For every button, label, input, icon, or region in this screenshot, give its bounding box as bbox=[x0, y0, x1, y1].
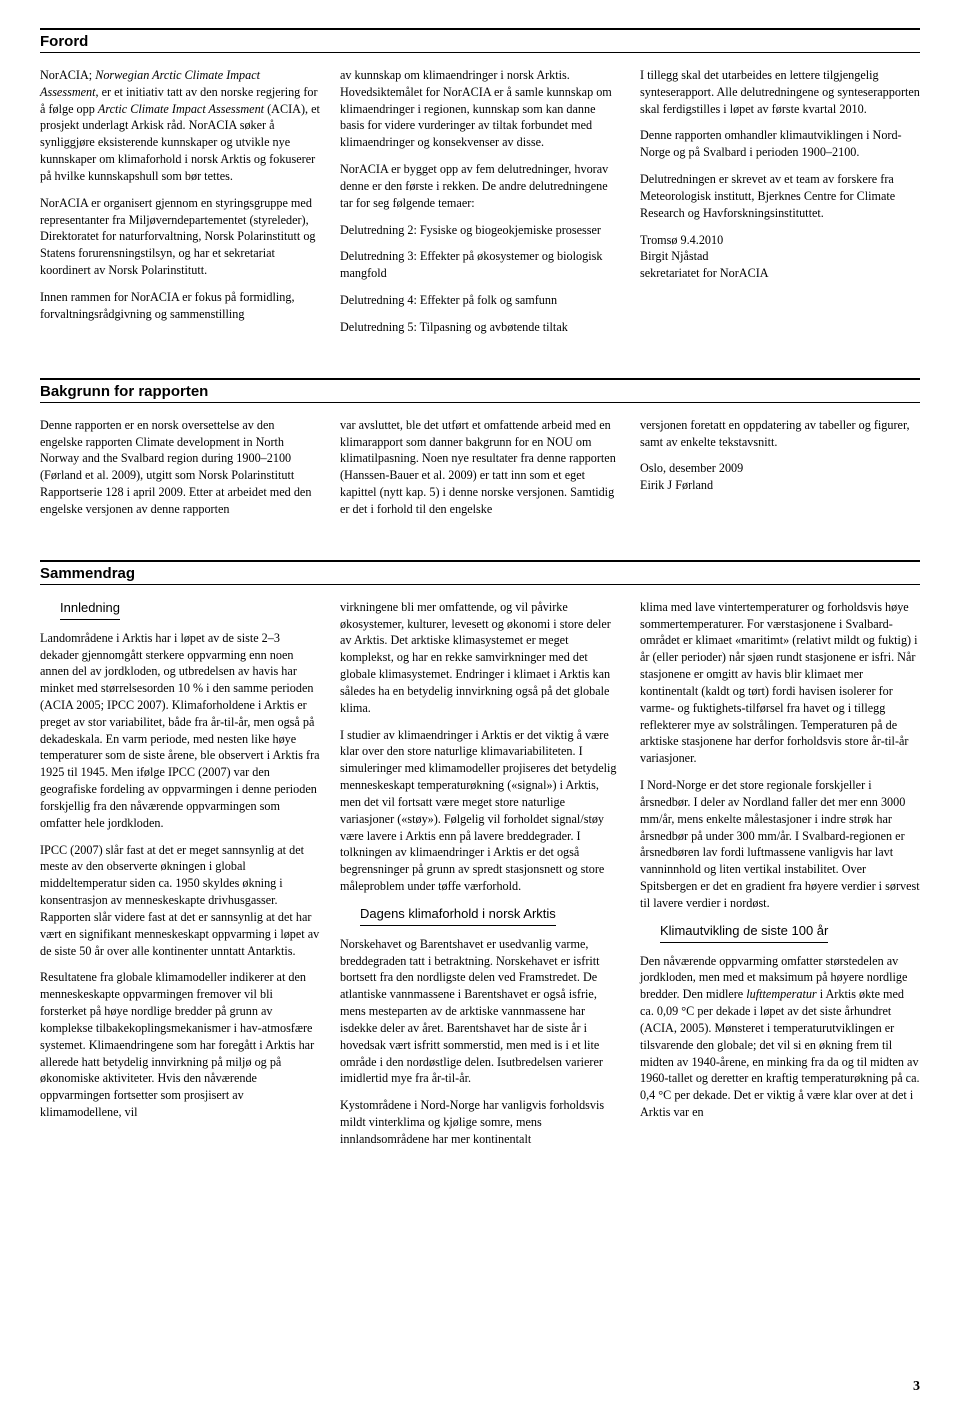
subsection-title-dagens: Dagens klimaforhold i norsk Arktis bbox=[360, 905, 556, 926]
paragraph: NorACIA; Norwegian Arctic Climate Impact… bbox=[40, 67, 320, 185]
paragraph: Norskehavet og Barentshavet er usedvanli… bbox=[340, 936, 620, 1087]
forord-col3: I tillegg skal det utarbeides en lettere… bbox=[640, 67, 920, 346]
paragraph: Delutredning 2: Fysiske og biogeokjemisk… bbox=[340, 222, 620, 239]
paragraph: I Nord-Norge er det store regionale fors… bbox=[640, 777, 920, 912]
signature-name: Birgit Njåstad bbox=[640, 248, 920, 264]
bakgrunn-col1: Denne rapporten er en norsk oversettelse… bbox=[40, 417, 320, 528]
signature-date: Tromsø 9.4.2010 bbox=[640, 232, 920, 248]
paragraph: NorACIA er organisert gjennom en styring… bbox=[40, 195, 320, 279]
paragraph: virkningene bli mer omfattende, og vil p… bbox=[340, 599, 620, 717]
signature-block: Oslo, desember 2009 Eirik J Førland bbox=[640, 460, 920, 493]
paragraph: Denne rapporten omhandler klimautvikling… bbox=[640, 127, 920, 161]
sammendrag-col3: klima med lave vintertemperaturer og for… bbox=[640, 599, 920, 1158]
section-title-forord: Forord bbox=[40, 28, 920, 53]
paragraph: Delutredning 5: Tilpasning og avbøtende … bbox=[340, 319, 620, 336]
sammendrag-columns: Innledning Landområdene i Arktis har i l… bbox=[40, 599, 920, 1158]
section-title-bakgrunn: Bakgrunn for rapporten bbox=[40, 378, 920, 403]
paragraph: klima med lave vintertemperaturer og for… bbox=[640, 599, 920, 767]
bakgrunn-col3: versjonen foretatt en oppdatering av tab… bbox=[640, 417, 920, 528]
paragraph: Delutredning 3: Effekter på økosystemer … bbox=[340, 248, 620, 282]
signature-date: Oslo, desember 2009 bbox=[640, 460, 920, 476]
signature-role: sekretariatet for NorACIA bbox=[640, 265, 920, 281]
paragraph: Delutredningen er skrevet av et team av … bbox=[640, 171, 920, 221]
paragraph: I tillegg skal det utarbeides en lettere… bbox=[640, 67, 920, 117]
paragraph: I studier av klimaendringer i Arktis er … bbox=[340, 727, 620, 895]
signature-name: Eirik J Førland bbox=[640, 477, 920, 493]
paragraph: versjonen foretatt en oppdatering av tab… bbox=[640, 417, 920, 451]
paragraph: Den nåværende oppvarming omfatter størst… bbox=[640, 953, 920, 1121]
forord-col2: av kunnskap om klimaendringer i norsk Ar… bbox=[340, 67, 620, 346]
subsection-title-innledning: Innledning bbox=[60, 599, 120, 620]
sammendrag-col2: virkningene bli mer omfattende, og vil p… bbox=[340, 599, 620, 1158]
paragraph: Kystområdene i Nord-Norge har vanligvis … bbox=[340, 1097, 620, 1147]
section-title-sammendrag: Sammendrag bbox=[40, 560, 920, 585]
signature-block: Tromsø 9.4.2010 Birgit Njåstad sekretari… bbox=[640, 232, 920, 281]
sammendrag-col1: Innledning Landområdene i Arktis har i l… bbox=[40, 599, 320, 1158]
paragraph: IPCC (2007) slår fast at det er meget sa… bbox=[40, 842, 320, 960]
forord-columns: NorACIA; Norwegian Arctic Climate Impact… bbox=[40, 67, 920, 346]
paragraph: NorACIA er bygget opp av fem delutrednin… bbox=[340, 161, 620, 211]
forord-col1: NorACIA; Norwegian Arctic Climate Impact… bbox=[40, 67, 320, 346]
paragraph: Landområdene i Arktis har i løpet av de … bbox=[40, 630, 320, 832]
paragraph: Denne rapporten er en norsk oversettelse… bbox=[40, 417, 320, 518]
paragraph: var avsluttet, ble det utført et omfatte… bbox=[340, 417, 620, 518]
paragraph: Innen rammen for NorACIA er fokus på for… bbox=[40, 289, 320, 323]
paragraph: Resultatene fra globale klimamodeller in… bbox=[40, 969, 320, 1120]
page-number: 3 bbox=[913, 1379, 920, 1395]
paragraph: av kunnskap om klimaendringer i norsk Ar… bbox=[340, 67, 620, 151]
bakgrunn-col2: var avsluttet, ble det utført et omfatte… bbox=[340, 417, 620, 528]
paragraph: Delutredning 4: Effekter på folk og samf… bbox=[340, 292, 620, 309]
bakgrunn-columns: Denne rapporten er en norsk oversettelse… bbox=[40, 417, 920, 528]
subsection-title-klimautvikling: Klimautvikling de siste 100 år bbox=[660, 922, 828, 943]
